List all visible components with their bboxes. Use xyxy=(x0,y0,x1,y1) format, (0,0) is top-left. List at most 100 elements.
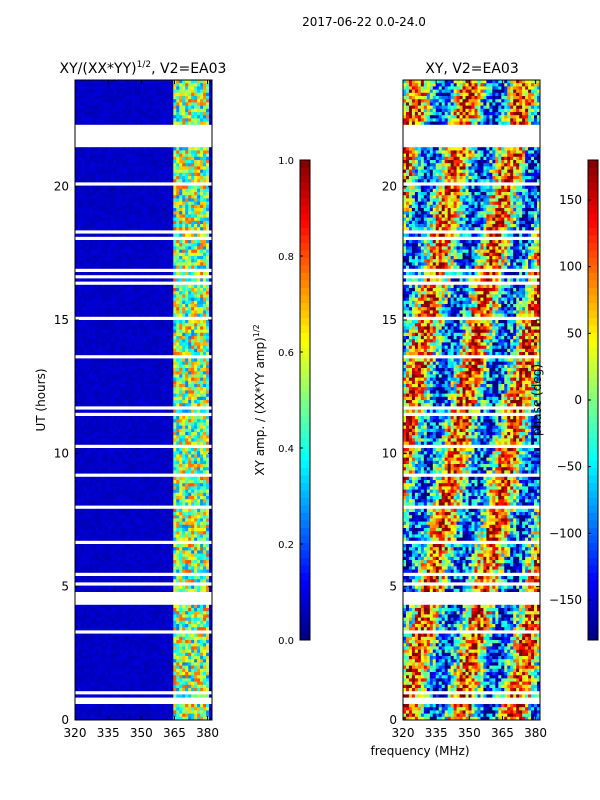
heatmap-cell xyxy=(128,332,132,337)
heatmap-cell xyxy=(173,364,177,369)
heatmap-cell xyxy=(182,147,186,151)
heatmap-cell xyxy=(104,204,109,209)
heatmap-cell xyxy=(167,451,171,455)
heatmap-cell xyxy=(101,112,106,116)
heatmap-cell xyxy=(185,476,189,481)
heatmap-cell xyxy=(191,300,195,305)
heatmap-cell xyxy=(92,457,97,462)
heatmap-cell xyxy=(173,256,177,260)
heatmap-cell xyxy=(140,96,144,100)
heatmap-cell xyxy=(116,198,121,202)
heatmap-cell xyxy=(194,460,198,465)
heatmap-cell xyxy=(194,288,198,292)
heatmap-cell xyxy=(110,345,115,350)
heatmap-cell xyxy=(161,105,165,110)
heatmap-cell xyxy=(140,156,144,161)
heatmap-cell xyxy=(128,483,132,487)
heatmap-cell xyxy=(167,227,171,231)
heatmap-cell xyxy=(176,483,180,487)
heatmap-cell xyxy=(176,185,180,190)
heatmap-cell xyxy=(113,163,118,167)
heatmap-cell xyxy=(77,83,82,87)
heatmap-cell xyxy=(143,304,147,308)
heatmap-cell xyxy=(80,409,85,414)
heatmap-cell xyxy=(155,214,159,218)
heatmap-cell xyxy=(77,115,82,119)
heatmap-cell xyxy=(176,243,180,247)
heatmap-cell xyxy=(75,166,79,170)
heatmap-cell xyxy=(185,259,189,263)
heatmap-cell xyxy=(182,451,186,455)
heatmap-cell xyxy=(119,92,124,97)
heatmap-cell xyxy=(110,297,115,302)
heatmap-cell xyxy=(164,339,168,343)
heatmap-cell xyxy=(200,249,204,254)
heatmap-cell xyxy=(101,243,106,247)
heatmap-cell xyxy=(137,464,141,468)
heatmap-cell xyxy=(209,432,213,436)
heatmap-cell xyxy=(116,428,121,433)
heatmap-cell xyxy=(86,102,91,106)
heatmap-cell xyxy=(104,441,109,446)
heatmap-cell xyxy=(197,332,201,337)
heatmap-cell xyxy=(104,166,109,170)
heatmap-cell xyxy=(164,288,168,292)
heatmap-cell xyxy=(113,105,118,110)
heatmap-cell xyxy=(137,89,141,94)
heatmap-cell xyxy=(86,153,91,158)
heatmap-cell xyxy=(86,291,91,295)
heatmap-cell xyxy=(107,108,112,113)
heatmap-cell xyxy=(203,323,207,327)
heatmap-gap-row xyxy=(75,281,212,286)
heatmap-cell xyxy=(209,297,213,302)
heatmap-cell xyxy=(188,211,192,215)
heatmap-cell xyxy=(158,259,162,263)
heatmap-cell xyxy=(155,326,159,330)
heatmap-cell xyxy=(143,256,147,260)
heatmap-cell xyxy=(200,294,204,298)
heatmap-cell xyxy=(107,147,112,151)
heatmap-cell xyxy=(86,323,91,327)
heatmap-cell xyxy=(104,208,109,212)
heatmap-cell xyxy=(155,153,159,158)
heatmap-cell xyxy=(128,195,132,199)
heatmap-cell xyxy=(101,288,106,292)
heatmap-cell xyxy=(209,169,213,174)
heatmap-cell xyxy=(134,198,138,202)
heatmap-cell xyxy=(92,179,97,183)
heatmap-cell xyxy=(110,192,115,196)
heatmap-cell xyxy=(203,278,207,282)
heatmap-cell xyxy=(75,396,79,401)
heatmap-cell xyxy=(83,368,88,372)
heatmap-cell xyxy=(158,233,162,238)
heatmap-cell xyxy=(101,86,106,90)
heatmap-cell xyxy=(194,214,198,218)
heatmap-cell xyxy=(152,403,156,407)
heatmap-cell xyxy=(89,403,94,407)
heatmap-cell xyxy=(167,339,171,343)
heatmap-cell xyxy=(179,419,183,423)
heatmap-cell xyxy=(86,108,91,113)
heatmap-cell xyxy=(75,92,79,97)
heatmap-cell xyxy=(182,188,186,193)
heatmap-cell xyxy=(161,262,165,266)
heatmap-cell xyxy=(77,422,82,426)
heatmap-cell xyxy=(143,432,147,436)
heatmap-cell xyxy=(185,208,189,212)
heatmap-cell xyxy=(197,115,201,119)
heatmap-cell xyxy=(203,192,207,196)
heatmap-cell xyxy=(203,176,207,180)
heatmap-cell xyxy=(146,342,150,346)
heatmap-cell xyxy=(128,115,132,119)
heatmap-cell xyxy=(143,211,147,215)
heatmap-cell xyxy=(170,358,174,362)
heatmap-cell xyxy=(158,291,162,295)
heatmap-cell xyxy=(173,348,177,353)
heatmap-cell xyxy=(113,204,118,209)
heatmap-cell xyxy=(176,112,180,116)
heatmap-cell xyxy=(149,393,153,398)
heatmap-cell xyxy=(122,377,127,382)
heatmap-cell xyxy=(179,259,183,263)
heatmap-cell xyxy=(209,233,213,238)
heatmap-cell xyxy=(89,147,94,151)
